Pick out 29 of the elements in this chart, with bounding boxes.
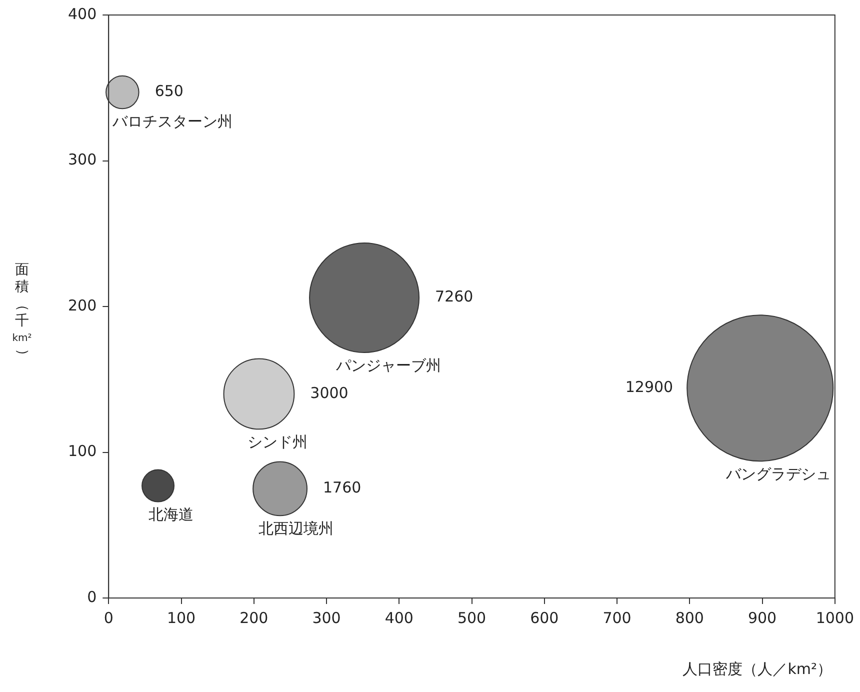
x-tick-label: 800 xyxy=(675,608,704,627)
x-axis-title: 人口密度（人／km²） xyxy=(682,660,832,679)
x-tick-label: 900 xyxy=(748,608,777,627)
data-label: 650 xyxy=(154,82,184,100)
x-tick-label: 600 xyxy=(530,608,559,627)
y-tick-label: 0 xyxy=(87,588,97,606)
series-label: 北海道 xyxy=(148,506,194,524)
y-tick-label: 300 xyxy=(68,150,97,169)
x-tick-label: 500 xyxy=(457,608,486,627)
y-axis-title: 面積（千km²） xyxy=(12,262,32,364)
x-tick-label: 700 xyxy=(602,608,632,627)
series-label: バングラデシュ xyxy=(724,465,831,484)
y-tick-label: 100 xyxy=(68,442,97,460)
x-tick-label: 300 xyxy=(312,608,341,627)
series-label: 北西辺境州 xyxy=(258,520,334,538)
data-label: 1760 xyxy=(322,478,362,497)
data-label: 3000 xyxy=(310,384,348,402)
x-tick-label: 200 xyxy=(240,608,268,627)
x-tick-label: 0 xyxy=(104,608,114,627)
y-tick-label: 200 xyxy=(68,296,97,314)
x-tick-label: 1000 xyxy=(816,608,854,627)
series-label: バロチスターン州 xyxy=(112,112,233,131)
x-tick-label: 400 xyxy=(384,608,414,627)
x-tick-label: 100 xyxy=(166,608,196,627)
series-label: パンジャーブ州 xyxy=(335,356,442,374)
data-label: 12900 xyxy=(625,378,674,396)
y-tick-label: 400 xyxy=(68,4,97,23)
series-label: シンド州 xyxy=(248,433,308,452)
data-label: 7260 xyxy=(435,288,474,306)
